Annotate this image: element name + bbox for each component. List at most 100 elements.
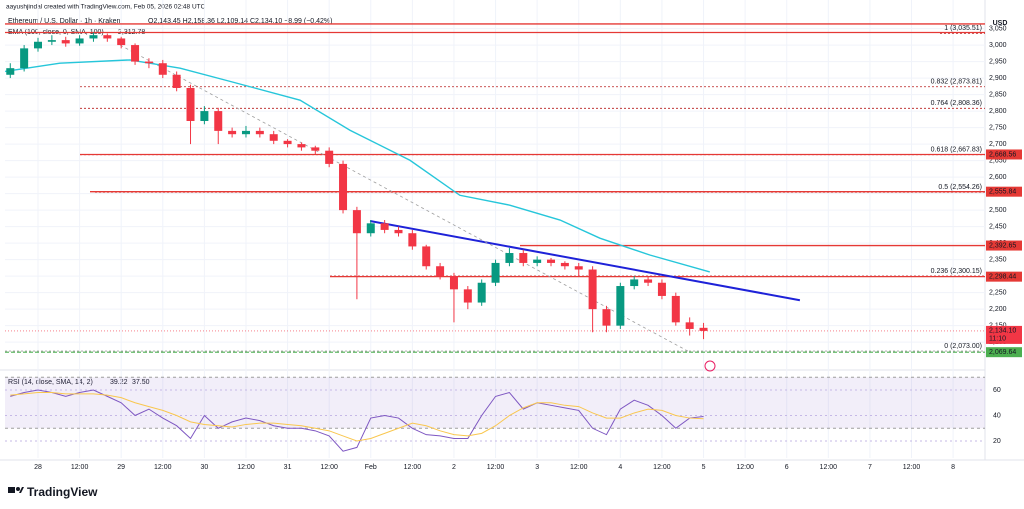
- candle-body: [311, 147, 320, 151]
- price-tag: [986, 271, 1022, 282]
- candle-body: [602, 309, 611, 326]
- x-tick-label: 12:00: [404, 464, 422, 471]
- candle-body: [630, 279, 639, 287]
- candle-body: [172, 74, 181, 88]
- x-tick-label: 28: [34, 464, 42, 471]
- candle-body: [533, 259, 542, 263]
- event-icon: [704, 360, 716, 372]
- x-tick-label: 31: [284, 464, 292, 471]
- candle-body: [644, 279, 653, 283]
- rsi-line: [10, 392, 704, 442]
- y-tick-label: 2,600: [989, 174, 1007, 181]
- x-tick-label: 12:00: [71, 464, 89, 471]
- support-tag-label: 2,069.64: [989, 349, 1016, 356]
- price-tag-label: 2,298.44: [989, 273, 1016, 280]
- candle-body: [283, 140, 292, 145]
- candle-body: [463, 289, 472, 303]
- fib-label: 0.764 (2,808.36): [931, 100, 982, 107]
- candle-body: [588, 269, 597, 310]
- price-tag-label: 2,392.65: [989, 242, 1016, 249]
- x-tick-label: 12:00: [903, 464, 921, 471]
- candle-body: [491, 262, 500, 283]
- trendline: [369, 220, 801, 302]
- y-tick-label: 2,450: [989, 223, 1007, 230]
- candle-body: [671, 295, 680, 323]
- candle-body: [339, 163, 348, 211]
- x-tick-label: 12:00: [237, 464, 255, 471]
- y-tick-label: 2,200: [989, 306, 1007, 313]
- candle-body: [117, 38, 126, 46]
- fib-label: 0.832 (2,873.81): [931, 79, 982, 86]
- candle-body: [436, 266, 445, 277]
- candle-body: [560, 262, 569, 267]
- y-tick-label: 2,900: [989, 75, 1007, 82]
- y-tick-label: 2,650: [989, 157, 1007, 164]
- candle-body: [449, 276, 458, 290]
- candle-body: [657, 282, 666, 296]
- x-tick-label: 12:00: [570, 464, 588, 471]
- candle-body: [214, 111, 223, 131]
- x-tick-label: 12:00: [487, 464, 505, 471]
- brand: TradingView: [27, 485, 98, 499]
- candle-body: [228, 130, 237, 135]
- x-tick-label: 2: [452, 464, 456, 471]
- x-tick-label: 8: [951, 464, 955, 471]
- price-tag: [986, 149, 1022, 160]
- fib-label: 0.618 (2,667.83): [931, 147, 982, 154]
- candle-body: [144, 61, 153, 64]
- fib-label: 1 (3,035.51): [944, 25, 982, 32]
- candle-body: [505, 253, 514, 263]
- fib-label: 0 (2,073.00): [944, 343, 982, 350]
- y-tick-label: 2,850: [989, 91, 1007, 98]
- candle-body: [699, 327, 708, 331]
- countdown: 11:10: [989, 336, 1006, 343]
- x-tick-label: 3: [535, 464, 539, 471]
- rsi-value: 39.22: [110, 379, 128, 386]
- price-tag-label: 2,668.56: [989, 151, 1016, 158]
- x-tick-label: 4: [618, 464, 622, 471]
- candle-body: [103, 35, 112, 39]
- y-tick-label: 2,350: [989, 256, 1007, 263]
- candle-body: [186, 87, 195, 121]
- author: aayushjindal created with TradingView.co…: [6, 4, 206, 11]
- candle-body: [685, 322, 694, 329]
- candle-body: [6, 68, 15, 75]
- y-tick-label: 2,250: [989, 289, 1007, 296]
- fib-label: 0.236 (2,300.15): [931, 268, 982, 275]
- candle-body: [47, 40, 56, 42]
- candle-body: [89, 35, 98, 39]
- x-tick-label: 12:00: [736, 464, 754, 471]
- candle-body: [297, 144, 306, 148]
- candle-body: [269, 134, 278, 141]
- x-tick-label: 12:00: [320, 464, 338, 471]
- x-tick-label: 7: [868, 464, 872, 471]
- x-tick-label: 6: [785, 464, 789, 471]
- price-tag: [986, 186, 1022, 197]
- candle-body: [477, 282, 486, 303]
- rsi-band: [5, 377, 985, 429]
- y-tick-label: 3,050: [989, 25, 1007, 32]
- rsi-tick-label: 20: [993, 438, 1001, 445]
- candle-body: [352, 210, 361, 234]
- price-tag-label: 2,555.84: [989, 189, 1016, 196]
- candle-body: [519, 253, 528, 263]
- candle-body: [20, 48, 29, 69]
- candle-body: [200, 111, 209, 121]
- x-tick-label: 5: [702, 464, 706, 471]
- y-tick-label: 3,000: [989, 42, 1007, 49]
- candle-body: [408, 233, 417, 247]
- candle-body: [422, 246, 431, 267]
- fib-label: 0.5 (2,554.26): [938, 184, 982, 191]
- currency: USD: [993, 20, 1008, 27]
- rsi-sma-value: 37.50: [132, 379, 150, 386]
- current-price-label: 2,134.10: [989, 328, 1016, 335]
- candle-body: [33, 41, 42, 49]
- y-tick-label: 2,500: [989, 207, 1007, 214]
- candle-body: [547, 259, 556, 263]
- candle-body: [616, 286, 625, 326]
- candle-body: [366, 223, 375, 234]
- title: Ethereum / U.S. Dollar · 1h · Kraken: [8, 18, 121, 25]
- candle-body: [61, 40, 70, 44]
